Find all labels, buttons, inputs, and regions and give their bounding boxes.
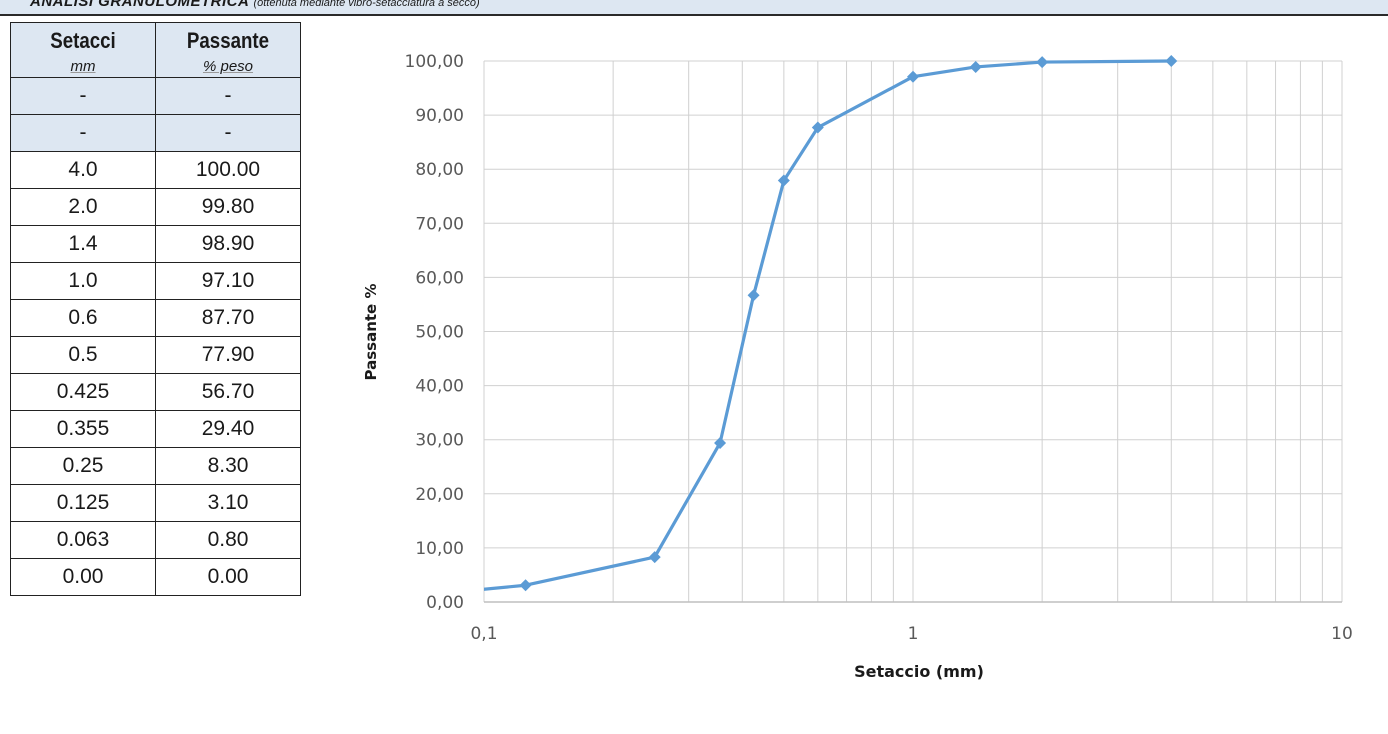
table-row: -- [10,77,301,115]
sieve-size-cell: 0.00 [10,558,156,596]
x-tick-label: 0,1 [470,624,497,644]
y-tick-label: 70,00 [415,214,464,234]
sieve-size-cell: 2.0 [10,188,156,226]
y-axis-label: Passante % [362,284,380,381]
sieve-size-cell: 0.6 [10,299,156,337]
page-subtitle: (ottenuta mediante vibro-setacciatura a … [253,0,480,9]
y-tick-label: 20,00 [415,485,464,505]
col2-unit: % peso [202,58,254,75]
table-row: 0.5 77.90 [10,336,301,374]
data-point [519,579,532,592]
y-tick-label: 100,00 [405,52,464,72]
sieve-size-cell: 1.4 [10,225,156,263]
chart-series [484,55,1178,592]
table-row: 0.25 8.30 [10,447,301,485]
table-row: 0.355 29.40 [10,410,301,448]
title-bar: ANALISI GRANULOMETRICA (ottenuta mediant… [0,0,1388,16]
passing-cell: 87.70 [155,299,301,337]
passing-cell: 29.40 [155,410,301,448]
data-point [907,70,919,83]
data-point [1165,55,1178,67]
passing-cell: 8.30 [155,447,301,485]
data-point [1036,56,1049,69]
sieve-size-cell: - [10,77,156,115]
passing-cell: 3.10 [155,484,301,522]
passing-cell: - [155,77,301,115]
table-row: 0.125 3.10 [10,484,301,522]
table-row: 0.00 0.00 [10,558,301,596]
y-tick-label: 40,00 [415,377,464,397]
sieve-size-cell: 0.063 [10,521,156,559]
passing-cell: 97.10 [155,262,301,300]
grading-curve-chart: 0,00 10,00 20,00 30,00 40,00 50,00 60,00 70,00 8… [362,52,1353,681]
sieve-size-cell: 0.25 [10,447,156,485]
y-tick-label: 90,00 [415,106,464,126]
y-tick-label: 50,00 [415,323,464,343]
table-row: 1.0 97.10 [10,262,301,300]
data-point [714,436,727,449]
chart-axes: 0,00 10,00 20,00 30,00 40,00 50,00 60,00 70,00 8… [405,52,1353,644]
sieve-size-cell: 0.355 [10,410,156,448]
col1-unit: mm [70,58,96,75]
data-point [648,551,661,564]
table-header-row: Setacci mm Passante % peso [10,22,301,78]
data-point [777,174,790,187]
sieve-table: Setacci mm Passante % peso - - - -4.0 100.00… [10,22,301,596]
table-row: -- [10,114,301,152]
passing-cell: 98.90 [155,225,301,263]
y-tick-label: 80,00 [415,160,464,180]
col2-title: Passante [186,28,270,53]
sieve-size-cell: 0.5 [10,336,156,374]
data-point [969,60,982,73]
sieve-size-cell: - [10,114,156,152]
passing-cell: 0.00 [155,558,301,596]
sieve-size-cell: 1.0 [10,262,156,300]
col1-title: Setacci [50,28,116,53]
data-point [747,289,760,302]
x-tick-label: 1 [908,624,919,644]
header-cell-setacci: Setacci mm [10,22,156,78]
sieve-size-cell: 4.0 [10,151,156,189]
table-row: 0.425 56.70 [10,373,301,411]
y-tick-label: 0,00 [426,593,464,613]
passing-cell: 56.70 [155,373,301,411]
x-axis-label: Setaccio (mm) [854,662,984,681]
x-tick-label: 10 [1331,624,1353,644]
header-cell-passante: Passante % peso [155,22,301,78]
table-row: 2.0 99.80 [10,188,301,226]
passing-cell: 77.90 [155,336,301,374]
y-tick-label: 60,00 [415,268,464,288]
sieve-size-cell: 0.425 [10,373,156,411]
table-row: 0.6 87.70 [10,299,301,337]
y-tick-label: 10,00 [415,539,464,559]
table-row: 1.4 98.90 [10,225,301,263]
data-point [811,121,824,134]
passing-cell: - [155,114,301,152]
passing-cell: 0.80 [155,521,301,559]
series-line [484,59,1172,591]
table-row: 4.0 100.00 [10,151,301,189]
table-row: 0.063 0.80 [10,521,301,559]
chart-grid [483,60,1343,602]
page-title: ANALISI GRANULOMETRICA (ottenuta mediant… [30,0,480,10]
y-tick-label: 30,00 [415,431,464,451]
passing-cell: 99.80 [155,188,301,226]
passing-cell: 100.00 [155,151,301,189]
sieve-size-cell: 0.125 [10,484,156,522]
